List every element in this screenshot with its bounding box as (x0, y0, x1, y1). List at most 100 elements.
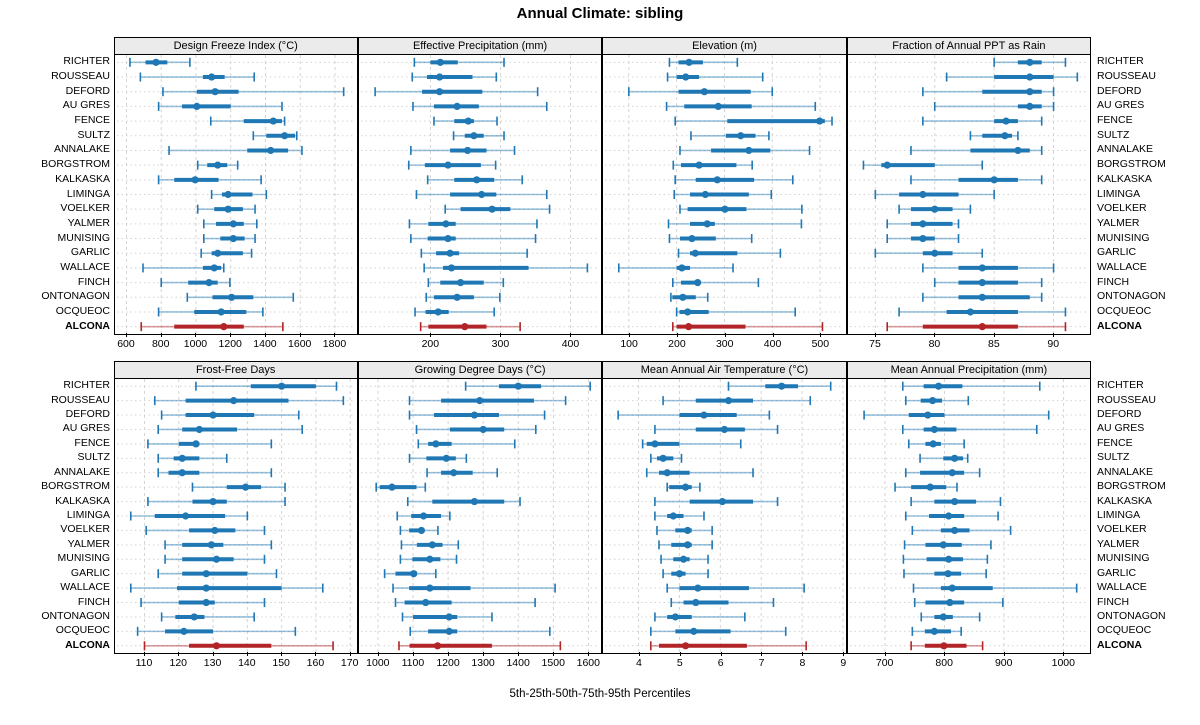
row-label-liminga: LIMINGA (66, 509, 110, 521)
panel-title: Design Freeze Index (°C) (114, 38, 357, 55)
median-dot (688, 234, 696, 243)
x-tick-label: 800 (151, 338, 170, 350)
percentile-row-liminga (210, 190, 267, 199)
x-tick-label: 1000 (183, 338, 208, 350)
row-label-kalkaska: KALKASKA (1097, 494, 1152, 507)
x-tick-label: 700 (875, 657, 894, 669)
percentile-row-fence (642, 439, 742, 449)
median-dot (224, 205, 232, 213)
x-tick-label: 7 (758, 657, 765, 669)
percentile-row-garlic (662, 569, 710, 579)
row-label-garlic: GARLIC (1097, 566, 1137, 579)
percentile-row-deford (408, 410, 546, 420)
percentile-row-deford (628, 87, 774, 97)
percentile-row-liminga (129, 511, 248, 521)
median-dot (446, 249, 454, 257)
percentile-row-fence (674, 116, 834, 126)
median-dot (470, 497, 478, 506)
percentile-row-ocqueoc (136, 626, 296, 636)
row-label-deford: DEFORD (1097, 408, 1142, 421)
median-dot (202, 584, 210, 592)
x-tick (761, 652, 763, 656)
percentile-row-kalkaska (146, 497, 286, 507)
row-label-au-gres: AU GRES (1097, 99, 1145, 112)
x-tick-label: 170 (340, 657, 359, 669)
median-dot (944, 555, 952, 563)
percentile-row-au-gres (901, 424, 1038, 434)
percentile-row-voelker (897, 204, 971, 214)
median-dot (417, 526, 425, 535)
x-tick-label: 5 (676, 657, 683, 669)
percentile-row-annalake (409, 145, 516, 155)
percentile-row-rousseau (667, 72, 764, 82)
percentile-row-borgstrom (666, 482, 701, 492)
median-dot (445, 627, 453, 635)
panel-frost-free-days: Frost-Free Days (113, 361, 358, 654)
median-dot (945, 598, 954, 607)
percentile-row-alcona (419, 322, 521, 332)
row-label-munising: MUNISING (1097, 231, 1150, 244)
percentile-row-deford (921, 87, 1055, 97)
row-label-rousseau: ROUSSEAU (51, 393, 110, 406)
x-tick-label: 1400 (253, 338, 277, 350)
x-tick (430, 333, 432, 337)
percentile-row-sultz (918, 453, 969, 463)
median-dot (178, 454, 186, 462)
row-label-ontonagon: ONTONAGON (1097, 290, 1166, 303)
x-tick (638, 652, 640, 656)
median-dot (1025, 102, 1034, 110)
percentile-row-borgstrom (191, 482, 286, 492)
median-dot (694, 279, 702, 287)
percentile-row-voelker (196, 204, 256, 214)
panel-mean-annual-precipitation-mm: Mean Annual Precipitation (mm) (846, 361, 1092, 654)
row-label-ocqueoc: OCQUEOC (55, 624, 110, 637)
x-tick (802, 652, 804, 656)
row-label-fence: FENCE (1097, 436, 1133, 449)
percentile-row-kalkaska (426, 175, 523, 185)
percentile-row-wallace (392, 583, 556, 593)
median-dot (659, 454, 667, 462)
median-dot (426, 584, 434, 592)
x-tick (349, 652, 351, 656)
median-dot (435, 88, 444, 96)
median-dot (212, 555, 220, 563)
x-tick (993, 333, 995, 337)
median-dot (682, 642, 690, 650)
median-dot (685, 58, 693, 66)
median-dot (428, 541, 436, 549)
percentile-row-richter (901, 381, 1041, 391)
panel-title: Growing Degree Days (°C) (358, 362, 602, 379)
median-dot (703, 220, 712, 228)
median-dot (721, 425, 729, 434)
percentile-row-liminga (654, 511, 706, 521)
percentile-row-borgstrom (407, 160, 497, 170)
x-tick (875, 333, 877, 337)
median-dot (208, 497, 217, 506)
percentile-row-ocqueoc (897, 307, 1066, 317)
percentile-row-deford (160, 410, 300, 420)
percentile-row-kalkaska (909, 175, 1043, 185)
percentile-row-sultz (252, 131, 298, 141)
percentile-row-yalmer (658, 540, 714, 550)
x-tick (281, 652, 283, 656)
median-dot (680, 555, 688, 563)
row-label-munising: MUNISING (1097, 552, 1150, 565)
percentile-row-ocqueoc (409, 626, 551, 636)
median-dot (450, 469, 458, 477)
percentile-row-rousseau (904, 396, 969, 406)
row-label-kalkaska: KALKASKA (1097, 172, 1152, 185)
x-tick-label: 90 (1047, 338, 1060, 350)
percentile-row-rousseau (945, 72, 1078, 82)
percentile-row-garlic (156, 569, 277, 579)
row-label-borgstrom: BORGSTROM (1097, 158, 1166, 171)
percentile-row-yalmer (408, 219, 538, 229)
percentile-row-richter (993, 57, 1066, 67)
median-dot (685, 323, 693, 331)
median-dot (229, 234, 237, 243)
row-label-alcona: ALCONA (1097, 319, 1142, 332)
x-tick (843, 652, 845, 656)
x-tick (264, 333, 266, 337)
percentile-row-alcona (886, 322, 1066, 332)
chart-caption: 5th-25th-50th-75th-95th Percentiles (509, 688, 691, 700)
median-dot (456, 279, 465, 287)
